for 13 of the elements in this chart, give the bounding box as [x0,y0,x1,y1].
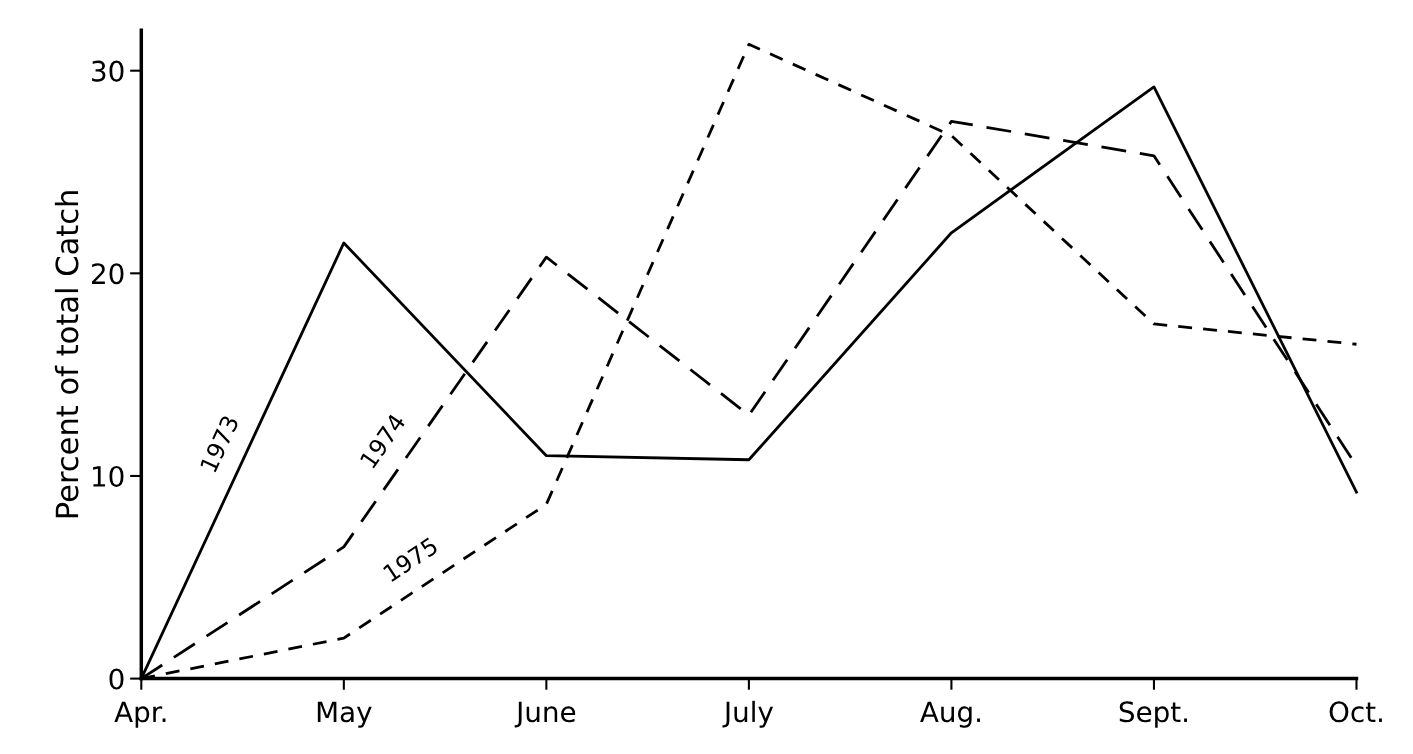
x-tick-label: May [317,701,372,728]
x-tick-label: June [514,701,576,728]
x-tick-label: Aug. [920,701,980,728]
y-axis-title: Percent of total Catch [54,191,79,518]
y-tick-label: 0 [109,668,124,690]
x-tick-label: Apr. [114,701,166,728]
y-tick-label: 30 [92,60,124,82]
x-tick-label: Oct. [1329,701,1382,723]
x-tick-label: Sept. [1119,701,1187,728]
x-tick-label: July [722,700,774,728]
y-tick-label: 10 [93,465,124,487]
text: 1973 [199,414,240,473]
y-tick-label: 20 [92,263,124,285]
